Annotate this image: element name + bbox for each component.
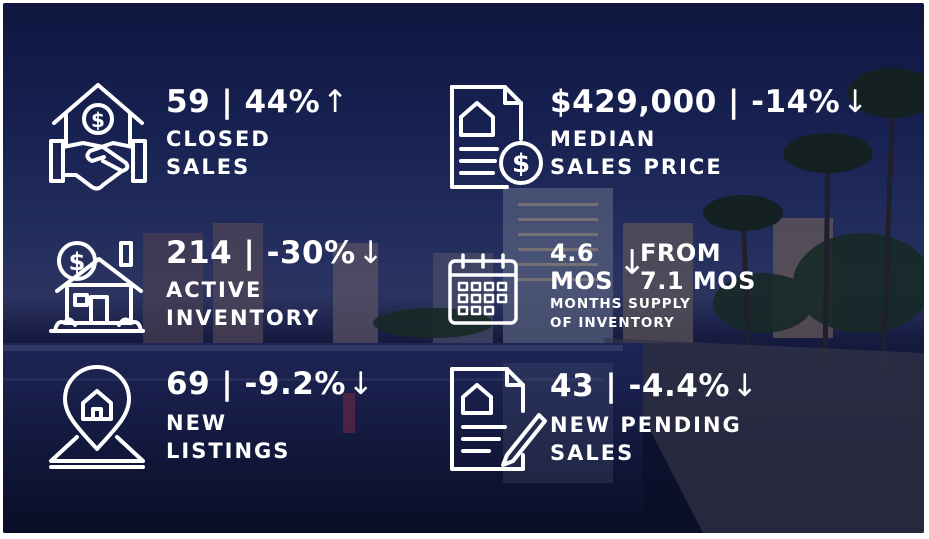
months-supply-label-line1: MONTHS SUPPLY [550,296,691,312]
document-dollar-icon: $ [447,83,547,193]
active-inventory-value: 214 | -30%↓ [166,235,385,271]
months-supply-current-value: 4.6 [550,239,595,267]
calendar-icon [447,253,519,327]
svg-text:$: $ [91,108,105,132]
new-listings-stat: 69 | -9.2%↓ NEW LISTINGS [166,367,374,465]
map-pin-house-icon [47,365,147,471]
closed-sales-value: 59 | 44%↑ [166,84,349,120]
arrow-down-icon: ↓ [618,243,647,283]
background-skyline [3,68,924,533]
arrow-down-icon: ↓ [842,84,869,120]
median-price-label-line1: MEDIAN [550,127,657,151]
months-supply-from-value: 7.1 MOS [640,267,756,295]
arrow-down-icon: ↓ [731,368,759,404]
new-listings-label-line1: NEW [166,411,228,435]
house-dollar-icon: $ [47,239,147,335]
arrow-down-icon: ↓ [357,235,385,271]
svg-text:$: $ [512,149,530,179]
months-supply-label-line2: OF INVENTORY [550,315,675,331]
median-price-label-line2: SALES PRICE [550,155,723,179]
median-price-value: $429,000 | -14%↓ [550,84,869,120]
svg-text:$: $ [69,248,86,276]
closed-sales-stat: 59 | 44%↑ CLOSED SALES [166,85,349,181]
arrow-down-icon: ↓ [347,366,375,402]
new-pending-value: 43 | -4.4%↓ [550,368,759,404]
house-handshake-icon: $ [48,81,148,196]
closed-sales-label-line1: CLOSED [166,127,271,151]
new-pending-stat: 43 | -4.4%↓ NEW PENDING SALES [550,369,758,467]
closed-sales-label-line2: SALES [166,155,251,179]
median-price-stat: $429,000 | -14%↓ MEDIAN SALES PRICE [550,85,869,181]
new-pending-label-line2: SALES [550,441,635,465]
months-supply-stat: 4.6 MOS ↓ FROM 7.1 MOS MONTHS SUPPLY OF … [550,239,755,333]
active-inventory-stat: 214 | -30%↓ ACTIVE INVENTORY [166,236,384,332]
new-listings-label-line2: LISTINGS [166,439,291,463]
active-inventory-label-line2: INVENTORY [166,306,320,330]
new-listings-value: 69 | -9.2%↓ [166,366,375,402]
infographic-frame: $ $ $ [3,3,924,533]
months-supply-current-unit: MOS [550,267,614,295]
active-inventory-label-line1: ACTIVE [166,278,263,302]
contract-pen-icon [447,365,547,473]
new-pending-label-line1: NEW PENDING [550,413,742,437]
arrow-up-icon: ↑ [322,84,349,120]
months-supply-from-label: FROM [640,239,722,267]
